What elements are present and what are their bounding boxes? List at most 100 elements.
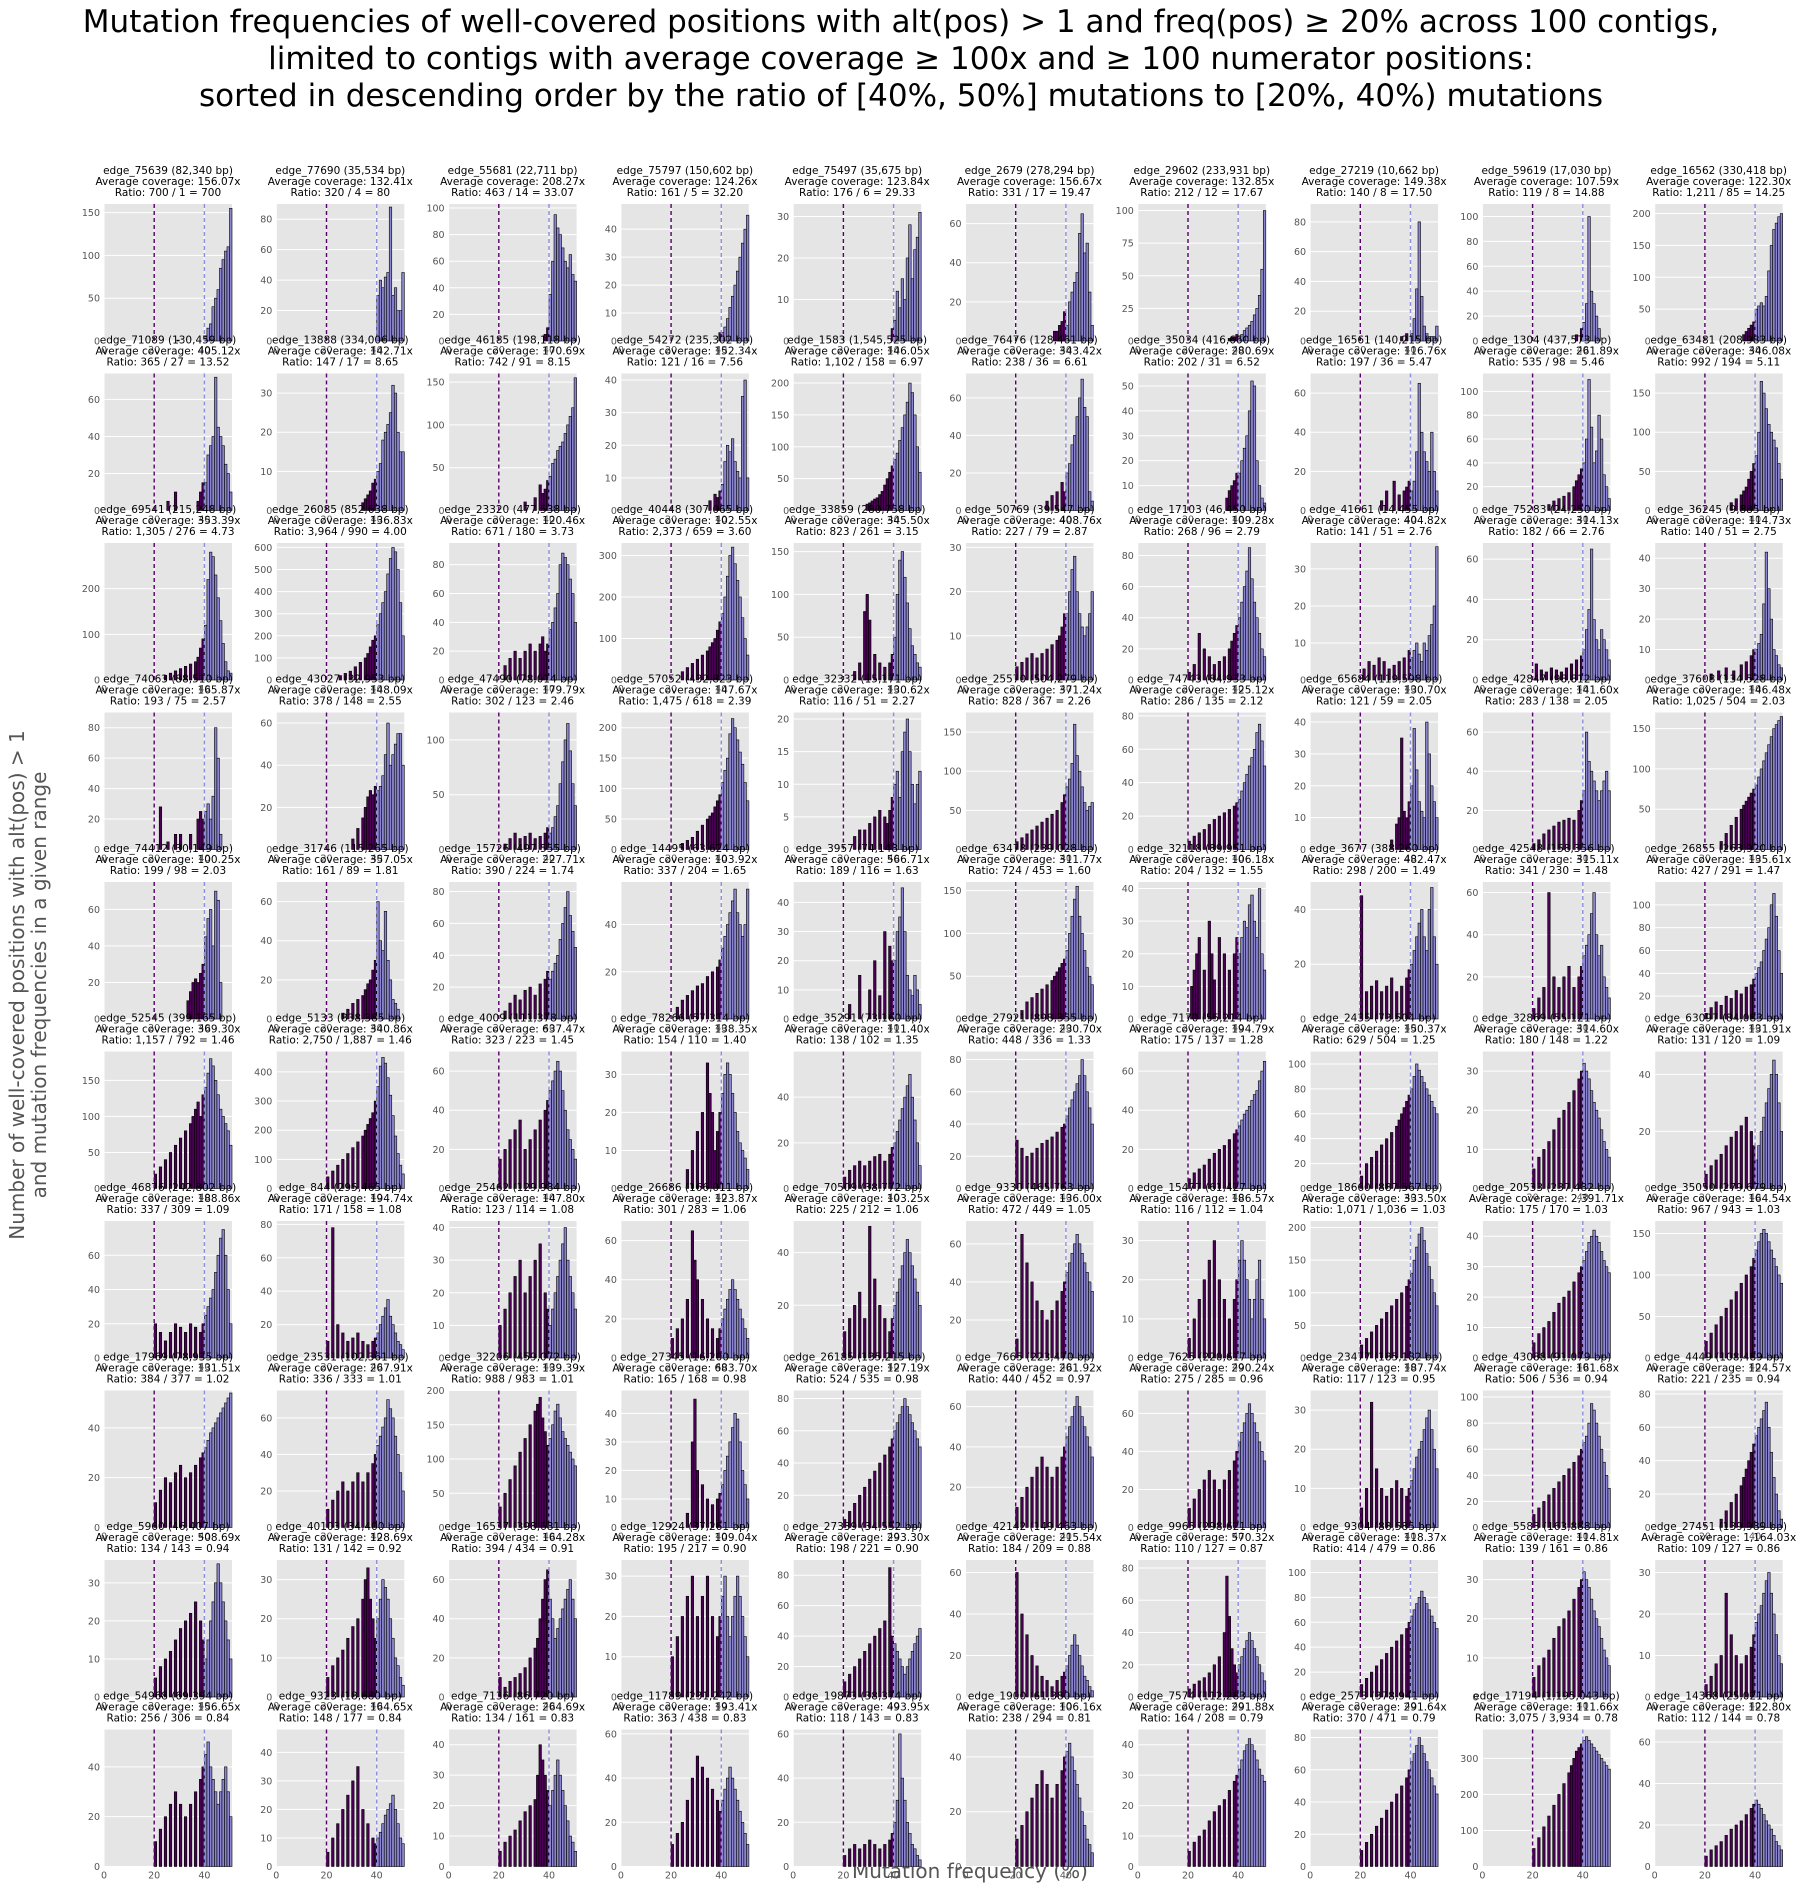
bar-40-50 bbox=[1590, 1403, 1594, 1528]
bar-40-50 bbox=[726, 1616, 730, 1698]
bar-20-40 bbox=[348, 670, 352, 681]
bar-40-50 bbox=[913, 414, 917, 511]
bar-40-50 bbox=[741, 1470, 745, 1528]
bar-40-50 bbox=[736, 580, 740, 681]
bar-40-50 bbox=[915, 446, 919, 511]
x-tick-label: 40 bbox=[1749, 1701, 1761, 1712]
bar-40-50 bbox=[393, 287, 398, 342]
bar-20-40 bbox=[868, 1643, 872, 1698]
panel-title: Ratio: 427 / 291 = 1.47 bbox=[1657, 865, 1780, 877]
y-tick-label: 20 bbox=[433, 1801, 445, 1812]
bar-40-50 bbox=[1247, 1738, 1252, 1867]
y-tick-label: 20 bbox=[949, 1807, 961, 1818]
bar-20-40 bbox=[331, 1170, 335, 1189]
panel-title: edge_35034 (416,660 bp) bbox=[1134, 335, 1271, 347]
bar-40-50 bbox=[1769, 736, 1773, 850]
panel-title: Ratio: 394 / 434 = 0.91 bbox=[451, 1543, 574, 1555]
bar-20-40 bbox=[513, 1276, 517, 1359]
bar-20-40 bbox=[336, 1324, 340, 1359]
histogram-panel: edge_63097 (84,083 bp)Average coverage: … bbox=[1639, 1013, 1792, 1204]
x-tick-label: 20 bbox=[1182, 1362, 1194, 1373]
bar-20-40 bbox=[853, 1844, 857, 1867]
y-tick-label: 20 bbox=[433, 1653, 445, 1664]
panel-title: edge_2435 (73,504 bp) bbox=[1313, 1013, 1436, 1025]
bar-40-50 bbox=[908, 1414, 912, 1528]
bar-20-40 bbox=[1035, 1147, 1039, 1189]
bar-20-40 bbox=[1045, 1784, 1049, 1867]
bar-20-40 bbox=[1567, 1290, 1571, 1359]
panel-title: edge_12924 (37,261 bp) bbox=[620, 1521, 750, 1533]
y-tick-label: 40 bbox=[1466, 1471, 1478, 1482]
y-tick-label: 200 bbox=[254, 1126, 272, 1137]
bar-20-40 bbox=[868, 1160, 872, 1189]
bar-40-50 bbox=[1255, 1279, 1259, 1359]
bar-40-50 bbox=[388, 1803, 393, 1867]
x-tick-label: 0 bbox=[273, 515, 279, 526]
bar-20-40 bbox=[1577, 1587, 1581, 1698]
y-tick-label: 0 bbox=[955, 506, 961, 517]
y-tick-label: 10 bbox=[1466, 1653, 1478, 1664]
x-tick-label: 40 bbox=[198, 345, 210, 356]
bar-20-40 bbox=[1729, 502, 1733, 511]
bar-40-50 bbox=[1587, 609, 1591, 681]
histogram-panel: edge_5133 (838,385 bp)Average coverage: … bbox=[254, 1013, 413, 1204]
x-tick-label: 20 bbox=[1010, 515, 1022, 526]
bar-20-40 bbox=[1724, 667, 1728, 681]
y-tick-label: 0 bbox=[94, 1523, 100, 1534]
y-tick-label: 20 bbox=[1466, 1497, 1478, 1508]
bar-20-40 bbox=[168, 672, 173, 681]
bar-20-40 bbox=[700, 824, 705, 850]
bar-20-40 bbox=[361, 1340, 365, 1359]
bar-20-40 bbox=[1739, 1820, 1743, 1867]
bar-40-50 bbox=[741, 617, 745, 681]
y-tick-label: 50 bbox=[777, 474, 789, 485]
bar-40-50 bbox=[206, 1440, 210, 1528]
x-tick-label: 20 bbox=[1354, 1871, 1366, 1882]
x-tick-label: 20 bbox=[665, 1871, 677, 1882]
bar-40-50 bbox=[1772, 728, 1776, 850]
y-tick-label: 60 bbox=[777, 1729, 789, 1740]
bar-20-40 bbox=[1030, 1476, 1034, 1528]
bar-40-50 bbox=[1242, 1422, 1247, 1528]
y-tick-label: 150 bbox=[1633, 724, 1651, 735]
bar-40-50 bbox=[1068, 778, 1072, 850]
bar-20-40 bbox=[1372, 664, 1376, 681]
bar-20-40 bbox=[1744, 1468, 1748, 1528]
y-tick-label: 30 bbox=[1122, 1771, 1134, 1782]
bar-40-50 bbox=[1607, 1665, 1611, 1698]
y-tick-label: 100 bbox=[599, 634, 617, 645]
histogram-panel: edge_32869 (55,121 bp)Average coverage: … bbox=[1466, 1013, 1619, 1204]
y-tick-label: 40 bbox=[1294, 277, 1306, 288]
bar-20-40 bbox=[710, 1788, 715, 1867]
bar-40-50 bbox=[571, 1292, 575, 1359]
y-tick-label: 60 bbox=[949, 219, 961, 230]
bar-20-40 bbox=[1577, 1747, 1581, 1867]
bar-40-50 bbox=[391, 1417, 395, 1528]
y-tick-label: 20 bbox=[1466, 312, 1478, 323]
x-tick-label: 20 bbox=[1527, 345, 1539, 356]
y-tick-label: 0 bbox=[955, 1523, 961, 1534]
panel-title: Ratio: 117 / 123 = 0.95 bbox=[1313, 1374, 1436, 1386]
y-tick-label: 20 bbox=[260, 1805, 272, 1816]
bar-20-40 bbox=[178, 1803, 183, 1867]
x-tick-label: 40 bbox=[198, 1023, 210, 1034]
panel-title: Ratio: 112 / 144 = 0.78 bbox=[1657, 1713, 1780, 1725]
bar-20-40 bbox=[184, 1620, 188, 1698]
y-tick-label: 30 bbox=[1294, 564, 1306, 575]
bar-40-50 bbox=[1769, 1828, 1773, 1867]
x-tick-label: 40 bbox=[715, 345, 727, 356]
y-tick-label: 20 bbox=[260, 428, 272, 439]
panel-title: Ratio: 336 / 333 = 1.01 bbox=[279, 1374, 402, 1386]
bar-20-40 bbox=[1050, 1310, 1054, 1359]
bar-40-50 bbox=[1262, 656, 1267, 681]
y-tick-label: 30 bbox=[1639, 1568, 1651, 1579]
bar-40-50 bbox=[1597, 328, 1601, 342]
panel-title: Ratio: 197 / 36 = 5.47 bbox=[1316, 357, 1432, 369]
bar-20-40 bbox=[351, 1780, 355, 1867]
bar-20-40 bbox=[1572, 1758, 1576, 1867]
bar-20-40 bbox=[371, 1837, 375, 1867]
bar-20-40 bbox=[528, 1805, 532, 1867]
histogram-panel: edge_7665 (223,470 bp)Average coverage: … bbox=[949, 1352, 1102, 1543]
panel-title: Ratio: 524 / 535 = 0.98 bbox=[796, 1374, 919, 1386]
bar-40-50 bbox=[386, 722, 390, 850]
